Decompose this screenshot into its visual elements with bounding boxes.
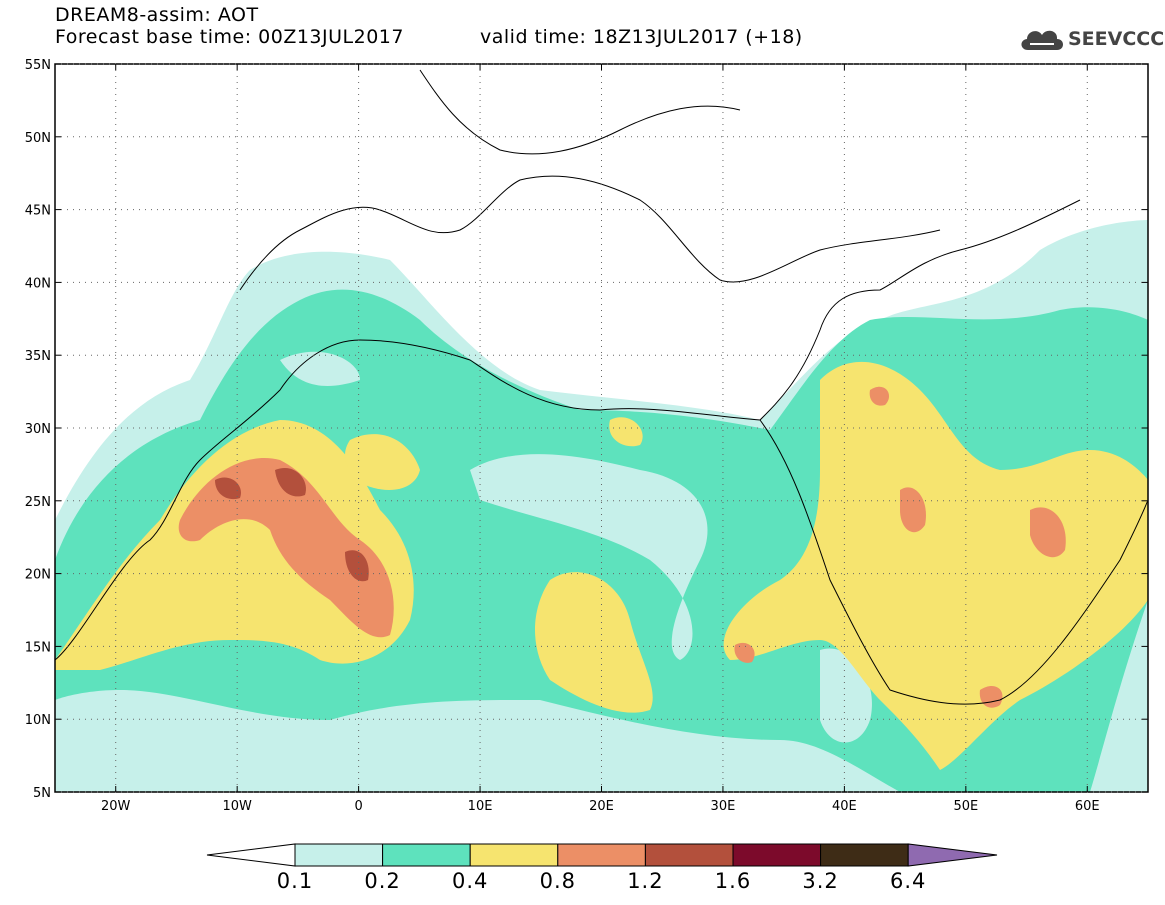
forecast-base-time: Forecast base time: 00Z13JUL2017 bbox=[55, 26, 404, 48]
aot-region-1.2 bbox=[275, 468, 306, 497]
colorbar-under-triangle bbox=[206, 843, 296, 867]
aot-region-0.8-arabia-b bbox=[1030, 507, 1066, 558]
logo-text: SEEVCCC bbox=[1068, 28, 1165, 50]
aot-region-0.8 bbox=[178, 458, 394, 638]
coastlines bbox=[54, 69, 1149, 705]
colorbar-label: 6.4 bbox=[889, 869, 927, 893]
cloud-icon bbox=[1021, 30, 1063, 50]
lat-tick-label: 55N bbox=[25, 58, 51, 73]
lat-tick-label: 10N bbox=[25, 713, 51, 728]
colorbar-label: 3.2 bbox=[802, 869, 839, 893]
aot-region-0.4-egypt bbox=[609, 417, 643, 447]
lon-tick-label: 20E bbox=[589, 799, 614, 814]
lon-tick-label: 40E bbox=[832, 799, 857, 814]
lon-tick-label: 10E bbox=[468, 799, 493, 814]
aot-region-0.4-west bbox=[55, 420, 414, 670]
colorbar-label: 1.6 bbox=[714, 869, 752, 893]
axis-ticks: 20W 10W 0 10E 20E 30E 40E 50E 60E 55N 50N 45N 40N 35N… bbox=[25, 58, 1148, 814]
colorbar-label: 0.8 bbox=[539, 869, 576, 893]
lat-tick-label: 45N bbox=[25, 204, 51, 219]
colorbar-bin bbox=[557, 843, 646, 867]
lat-tick-label: 30N bbox=[25, 422, 51, 437]
lon-tick-label: 60E bbox=[1075, 799, 1100, 814]
colorbar-label: 0.1 bbox=[276, 869, 314, 893]
valid-time: valid time: 18Z13JUL2017 (+18) bbox=[480, 26, 803, 48]
lat-tick-label: 20N bbox=[25, 568, 51, 583]
lat-tick-label: 15N bbox=[25, 640, 51, 655]
aot-field bbox=[55, 220, 1148, 792]
colorbar-bin bbox=[644, 843, 734, 867]
aot-region-0.4-libya bbox=[345, 434, 420, 490]
colorbar-bin bbox=[820, 843, 909, 867]
lon-tick-label: 0 bbox=[354, 799, 362, 814]
lat-tick-label: 35N bbox=[25, 349, 51, 364]
map-title: DREAM8-assim: AOT bbox=[55, 4, 259, 26]
colorbar-label: 1.2 bbox=[627, 869, 664, 893]
colorbar-label: 0.4 bbox=[451, 869, 489, 893]
aot-region-0.8-sudan bbox=[734, 642, 755, 663]
lon-tick-label: 50E bbox=[953, 799, 978, 814]
colorbar-bin bbox=[382, 843, 471, 867]
aot-region-0.1-inner-b bbox=[280, 351, 360, 386]
aot-region-1.2-b bbox=[345, 550, 369, 582]
aot-region-0.4-east bbox=[723, 361, 1148, 770]
lon-tick-label: 20W bbox=[101, 799, 131, 814]
aot-region-0.1-inner-a bbox=[470, 454, 708, 660]
colorbar-bin bbox=[469, 843, 559, 867]
colorbar-bin bbox=[294, 843, 384, 867]
aot-region-0.8-arabia-a bbox=[900, 487, 926, 533]
aot-region-1.2-c bbox=[215, 477, 241, 500]
seevccc-logo: SEEVCCC bbox=[1018, 22, 1164, 58]
lat-tick-label: 40N bbox=[25, 276, 51, 291]
lat-tick-label: 5N bbox=[33, 786, 51, 801]
colorbar-bin bbox=[732, 843, 822, 867]
colorbar-over-triangle bbox=[907, 843, 998, 867]
lat-tick-label: 50N bbox=[25, 131, 51, 146]
aot-region-0.4-central bbox=[535, 572, 653, 713]
aot-region-0.8-arabia-c bbox=[869, 386, 890, 406]
lat-tick-label: 25N bbox=[25, 495, 51, 510]
colorbar bbox=[206, 843, 998, 867]
lon-tick-label: 10W bbox=[222, 799, 252, 814]
colorbar-label: 0.2 bbox=[364, 869, 401, 893]
lon-tick-label: 30E bbox=[711, 799, 736, 814]
